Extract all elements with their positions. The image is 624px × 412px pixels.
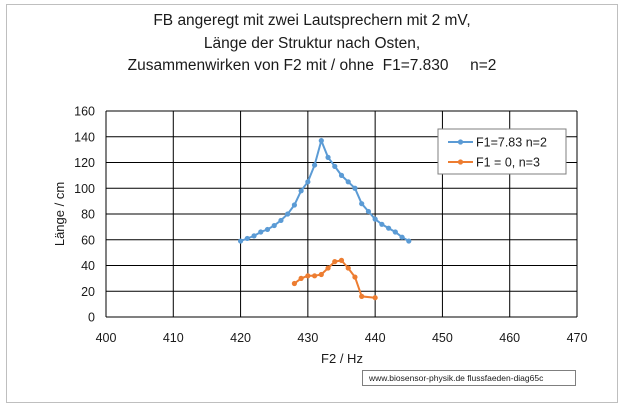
legend-marker-2 bbox=[457, 159, 464, 165]
x-tick-label: 410 bbox=[163, 331, 184, 345]
data-point-series-1 bbox=[406, 238, 412, 244]
data-point-series-1 bbox=[251, 233, 257, 239]
gridlines bbox=[105, 110, 578, 318]
data-point-series-1 bbox=[338, 172, 345, 178]
data-point-series-1 bbox=[278, 217, 284, 224]
x-tick-label: 450 bbox=[432, 331, 453, 345]
y-tick-label: 80 bbox=[81, 208, 95, 222]
title-line-3: Zusammenwirken von F2 mit / ohne F1=7.83… bbox=[127, 57, 497, 74]
data-point-series-2 bbox=[359, 293, 365, 299]
data-point-series-1 bbox=[325, 154, 331, 160]
y-tick-label: 60 bbox=[81, 233, 95, 247]
data-point-series-1 bbox=[258, 229, 264, 235]
x-tick-label: 460 bbox=[499, 331, 520, 345]
data-point-series-2 bbox=[311, 273, 318, 279]
legend-label-2: F1 = 0, n=3 bbox=[476, 156, 540, 170]
y-tick-label: 100 bbox=[74, 182, 95, 196]
data-point-series-1 bbox=[244, 235, 250, 242]
data-point-series-2 bbox=[372, 295, 378, 301]
x-axis-label: F2 / Hz bbox=[321, 351, 363, 366]
x-tick-label: 440 bbox=[365, 331, 386, 345]
data-point-series-1 bbox=[365, 208, 372, 215]
x-tick-label: 400 bbox=[96, 331, 117, 345]
data-point-series-2 bbox=[291, 280, 297, 287]
data-point-series-1 bbox=[298, 188, 304, 194]
legend: F1=7.83 n=2 F1 = 0, n=3 bbox=[437, 128, 567, 175]
data-point-series-1 bbox=[285, 211, 291, 217]
data-point-series-2 bbox=[318, 271, 324, 278]
title-line-2: Länge der Struktur nach Osten, bbox=[203, 34, 421, 52]
y-tick-label: 160 bbox=[74, 105, 95, 119]
chart-title: FB angeregt mit zwei Lautsprechern mit 2… bbox=[0, 10, 624, 78]
data-point-series-1 bbox=[359, 201, 365, 207]
title-line-1: FB angeregt mit zwei Lautsprechern mit 2… bbox=[153, 12, 471, 29]
data-point-series-2 bbox=[352, 274, 358, 280]
tick-labels: 0 20 40 60 80 100 120 140 160 400 410 420 430 440 450 4… bbox=[74, 105, 587, 346]
y-tick-label: 140 bbox=[74, 130, 95, 144]
legend-label-1: F1=7.83 n=2 bbox=[476, 136, 547, 150]
y-tick-label: 120 bbox=[74, 156, 95, 170]
x-tick-label: 420 bbox=[230, 331, 251, 345]
source-label: www.biosensor-physik.de flussfaeden-diag… bbox=[362, 370, 576, 386]
legend-box bbox=[437, 128, 567, 175]
y-axis-label: Länge / cm bbox=[52, 182, 67, 246]
data-point-series-2 bbox=[298, 275, 304, 281]
data-point-series-1 bbox=[332, 163, 338, 169]
data-point-series-1 bbox=[305, 179, 311, 185]
data-point-series-1 bbox=[386, 225, 392, 231]
data-point-series-2 bbox=[345, 265, 351, 271]
legend-marker-1 bbox=[457, 139, 464, 145]
data-point-series-1 bbox=[318, 138, 324, 144]
data-point-series-2 bbox=[338, 257, 345, 263]
data-point-series-1 bbox=[392, 229, 398, 235]
chart-area bbox=[6, 4, 618, 403]
y-tick-label: 0 bbox=[88, 311, 95, 325]
data-point-series-1 bbox=[372, 216, 378, 222]
x-tick-label: 470 bbox=[567, 331, 588, 345]
data-point-series-1 bbox=[291, 202, 297, 208]
data-point-series-1 bbox=[311, 162, 318, 168]
data-point-series-2 bbox=[332, 259, 338, 265]
data-point-series-2 bbox=[305, 273, 311, 279]
data-point-series-1 bbox=[352, 185, 358, 191]
x-tick-label: 430 bbox=[297, 331, 318, 345]
data-point-series-1 bbox=[399, 234, 405, 240]
data-point-series-1 bbox=[271, 222, 277, 229]
y-tick-label: 20 bbox=[81, 285, 95, 299]
data-point-series-1 bbox=[345, 179, 351, 185]
data-point-series-1 bbox=[237, 238, 244, 244]
data-point-series-1 bbox=[379, 221, 385, 227]
y-tick-label: 40 bbox=[81, 259, 95, 273]
data-point-series-1 bbox=[264, 226, 271, 233]
data-point-series-2 bbox=[325, 265, 331, 271]
plot-series bbox=[237, 137, 412, 301]
